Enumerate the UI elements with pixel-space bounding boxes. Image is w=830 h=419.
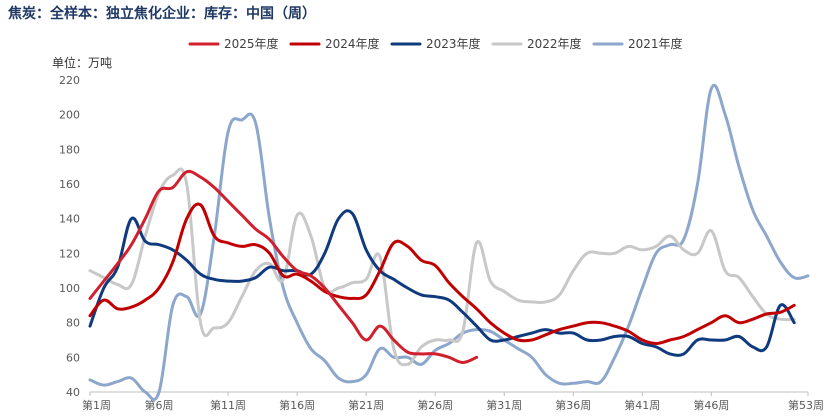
y-tick-label: 60 (66, 351, 80, 364)
y-tick-label: 40 (66, 386, 80, 399)
x-tick-label: 第41周 (624, 398, 660, 412)
series-layer (88, 84, 810, 402)
legend-label: 2025年度 (224, 36, 279, 51)
series-line-2024年度 (88, 202, 796, 345)
x-tick-label: 第1周 (82, 398, 111, 412)
x-tick-label: 第26周 (417, 398, 453, 412)
chart-title: 焦炭：全样本：独立焦化企业：库存：中国（周） (8, 6, 316, 22)
chart-legend: 2025年度 2024年度 2023年度 2022年度 2021年度 (188, 36, 683, 51)
y-tick-label: 180 (59, 143, 80, 156)
x-tick-label: 第53周 (788, 398, 824, 412)
x-tick-label: 第21周 (348, 398, 384, 412)
y-tick-label: 120 (59, 247, 80, 260)
legend-label: 2022年度 (527, 36, 582, 51)
y-tick-label: 100 (59, 282, 80, 295)
legend-label: 2021年度 (628, 36, 683, 51)
series-line-2025年度 (88, 169, 479, 364)
y-tick-label: 80 (66, 317, 80, 330)
legend-label: 2024年度 (325, 36, 380, 51)
y-axis-unit-label: 单位：万吨 (52, 55, 112, 70)
x-tick-label: 第16周 (279, 398, 315, 412)
x-tick-label: 第31周 (486, 398, 522, 412)
y-axis: 40 60 80 100 120 140 160 180 200 220 (59, 74, 80, 399)
x-tick-label: 第46周 (693, 398, 729, 412)
x-axis: 第1周 第6周 第11周 第16周 第21周 第26周 第31周 第36周 第41周 第46周 第5… (82, 391, 824, 412)
x-tick-label: 第36周 (555, 398, 591, 412)
y-tick-label: 200 (59, 109, 80, 122)
y-tick-label: 140 (59, 213, 80, 226)
series-line-2023年度 (88, 209, 796, 357)
y-tick-label: 220 (59, 74, 80, 87)
series-line-2021年度 (88, 84, 810, 402)
legend-label: 2023年度 (426, 36, 481, 51)
x-tick-label: 第6周 (145, 398, 174, 412)
y-tick-label: 160 (59, 178, 80, 191)
x-tick-label: 第11周 (210, 398, 246, 412)
series-line-2022年度 (88, 167, 796, 367)
